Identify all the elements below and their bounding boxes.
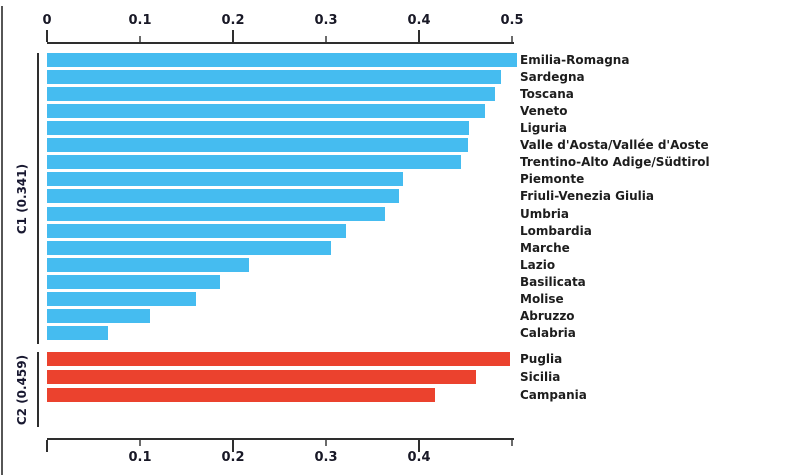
bar-piemonte (47, 172, 403, 186)
bar-friuli-venezia-giulia (47, 189, 399, 203)
top-axis-tick-label: 0.4 (407, 13, 431, 28)
bottom-axis-tick (418, 440, 420, 452)
top-axis-tick (418, 30, 420, 42)
group-label-c1: C1 (0.341) (15, 163, 29, 234)
bottom-axis-tick-label: 0.3 (314, 450, 338, 465)
bar-umbria (47, 207, 385, 221)
group-label-c2: C2 (0.459) (15, 354, 29, 425)
bar-label-marche: Marche (520, 241, 570, 255)
bottom-axis (47, 438, 514, 440)
bar-campania (47, 388, 435, 402)
bar-calabria (47, 326, 108, 340)
bottom-axis-tick (511, 440, 513, 446)
top-axis-tick (511, 36, 513, 42)
bottom-axis-tick (232, 440, 234, 452)
bar-valle-d-aosta-vall-e-d-aoste (47, 138, 468, 152)
top-axis-tick-label: 0.5 (500, 13, 524, 28)
bar-label-valle-d-aosta-vall-e-d-aoste: Valle d'Aosta/Vallée d'Aoste (520, 138, 709, 152)
bottom-axis-tick (46, 440, 48, 452)
bar-label-umbria: Umbria (520, 207, 569, 221)
top-axis-tick-label: 0.3 (314, 13, 338, 28)
bar-molise (47, 292, 196, 306)
bar-label-trentino-alto-adige-s-dtirol: Trentino-Alto Adige/Südtirol (520, 155, 710, 169)
bar-label-calabria: Calabria (520, 326, 576, 340)
top-axis-tick-label: 0 (42, 13, 52, 28)
top-axis-tick (46, 30, 48, 42)
bottom-axis-tick (325, 440, 327, 446)
group-bracket-c1 (37, 53, 39, 344)
bar-sardegna (47, 70, 501, 84)
bar-puglia (47, 352, 510, 366)
bar-emilia-romagna (47, 53, 517, 67)
bar-abruzzo (47, 309, 150, 323)
group-bracket-c2 (37, 352, 39, 427)
bar-label-puglia: Puglia (520, 352, 563, 366)
bar-label-liguria: Liguria (520, 121, 568, 135)
top-axis-tick (232, 30, 234, 42)
bar-label-molise: Molise (520, 292, 564, 306)
window-left-border (1, 6, 3, 475)
bar-trentino-alto-adige-s-dtirol (47, 155, 461, 169)
bar-label-basilicata: Basilicata (520, 275, 586, 289)
bottom-axis-tick (139, 440, 141, 446)
top-axis-tick-label: 0.2 (221, 13, 245, 28)
bar-label-lazio: Lazio (520, 258, 556, 272)
bar-label-sicilia: Sicilia (520, 370, 561, 384)
bottom-axis-tick-label: 0.2 (221, 450, 245, 465)
bottom-axis-tick-label: 0.4 (407, 450, 431, 465)
bar-basilicata (47, 275, 220, 289)
bar-label-piemonte: Piemonte (520, 172, 585, 186)
bar-lazio (47, 258, 249, 272)
bar-label-campania: Campania (520, 388, 587, 402)
bar-label-emilia-romagna: Emilia-Romagna (520, 53, 630, 67)
bar-label-toscana: Toscana (520, 87, 574, 101)
bar-label-veneto: Veneto (520, 104, 568, 118)
bar-veneto (47, 104, 485, 118)
bar-label-sardegna: Sardegna (520, 70, 585, 84)
bar-toscana (47, 87, 495, 101)
bar-marche (47, 241, 331, 255)
top-axis (47, 42, 514, 44)
bar-sicilia (47, 370, 476, 384)
bar-liguria (47, 121, 469, 135)
top-axis-tick (325, 36, 327, 42)
bar-label-friuli-venezia-giulia: Friuli-Venezia Giulia (520, 189, 654, 203)
bar-lombardia (47, 224, 346, 238)
bar-label-lombardia: Lombardia (520, 224, 592, 238)
top-axis-tick-label: 0.1 (128, 13, 152, 28)
bar-label-abruzzo: Abruzzo (520, 309, 575, 323)
top-axis-tick (139, 36, 141, 42)
bottom-axis-tick-label: 0.1 (128, 450, 152, 465)
